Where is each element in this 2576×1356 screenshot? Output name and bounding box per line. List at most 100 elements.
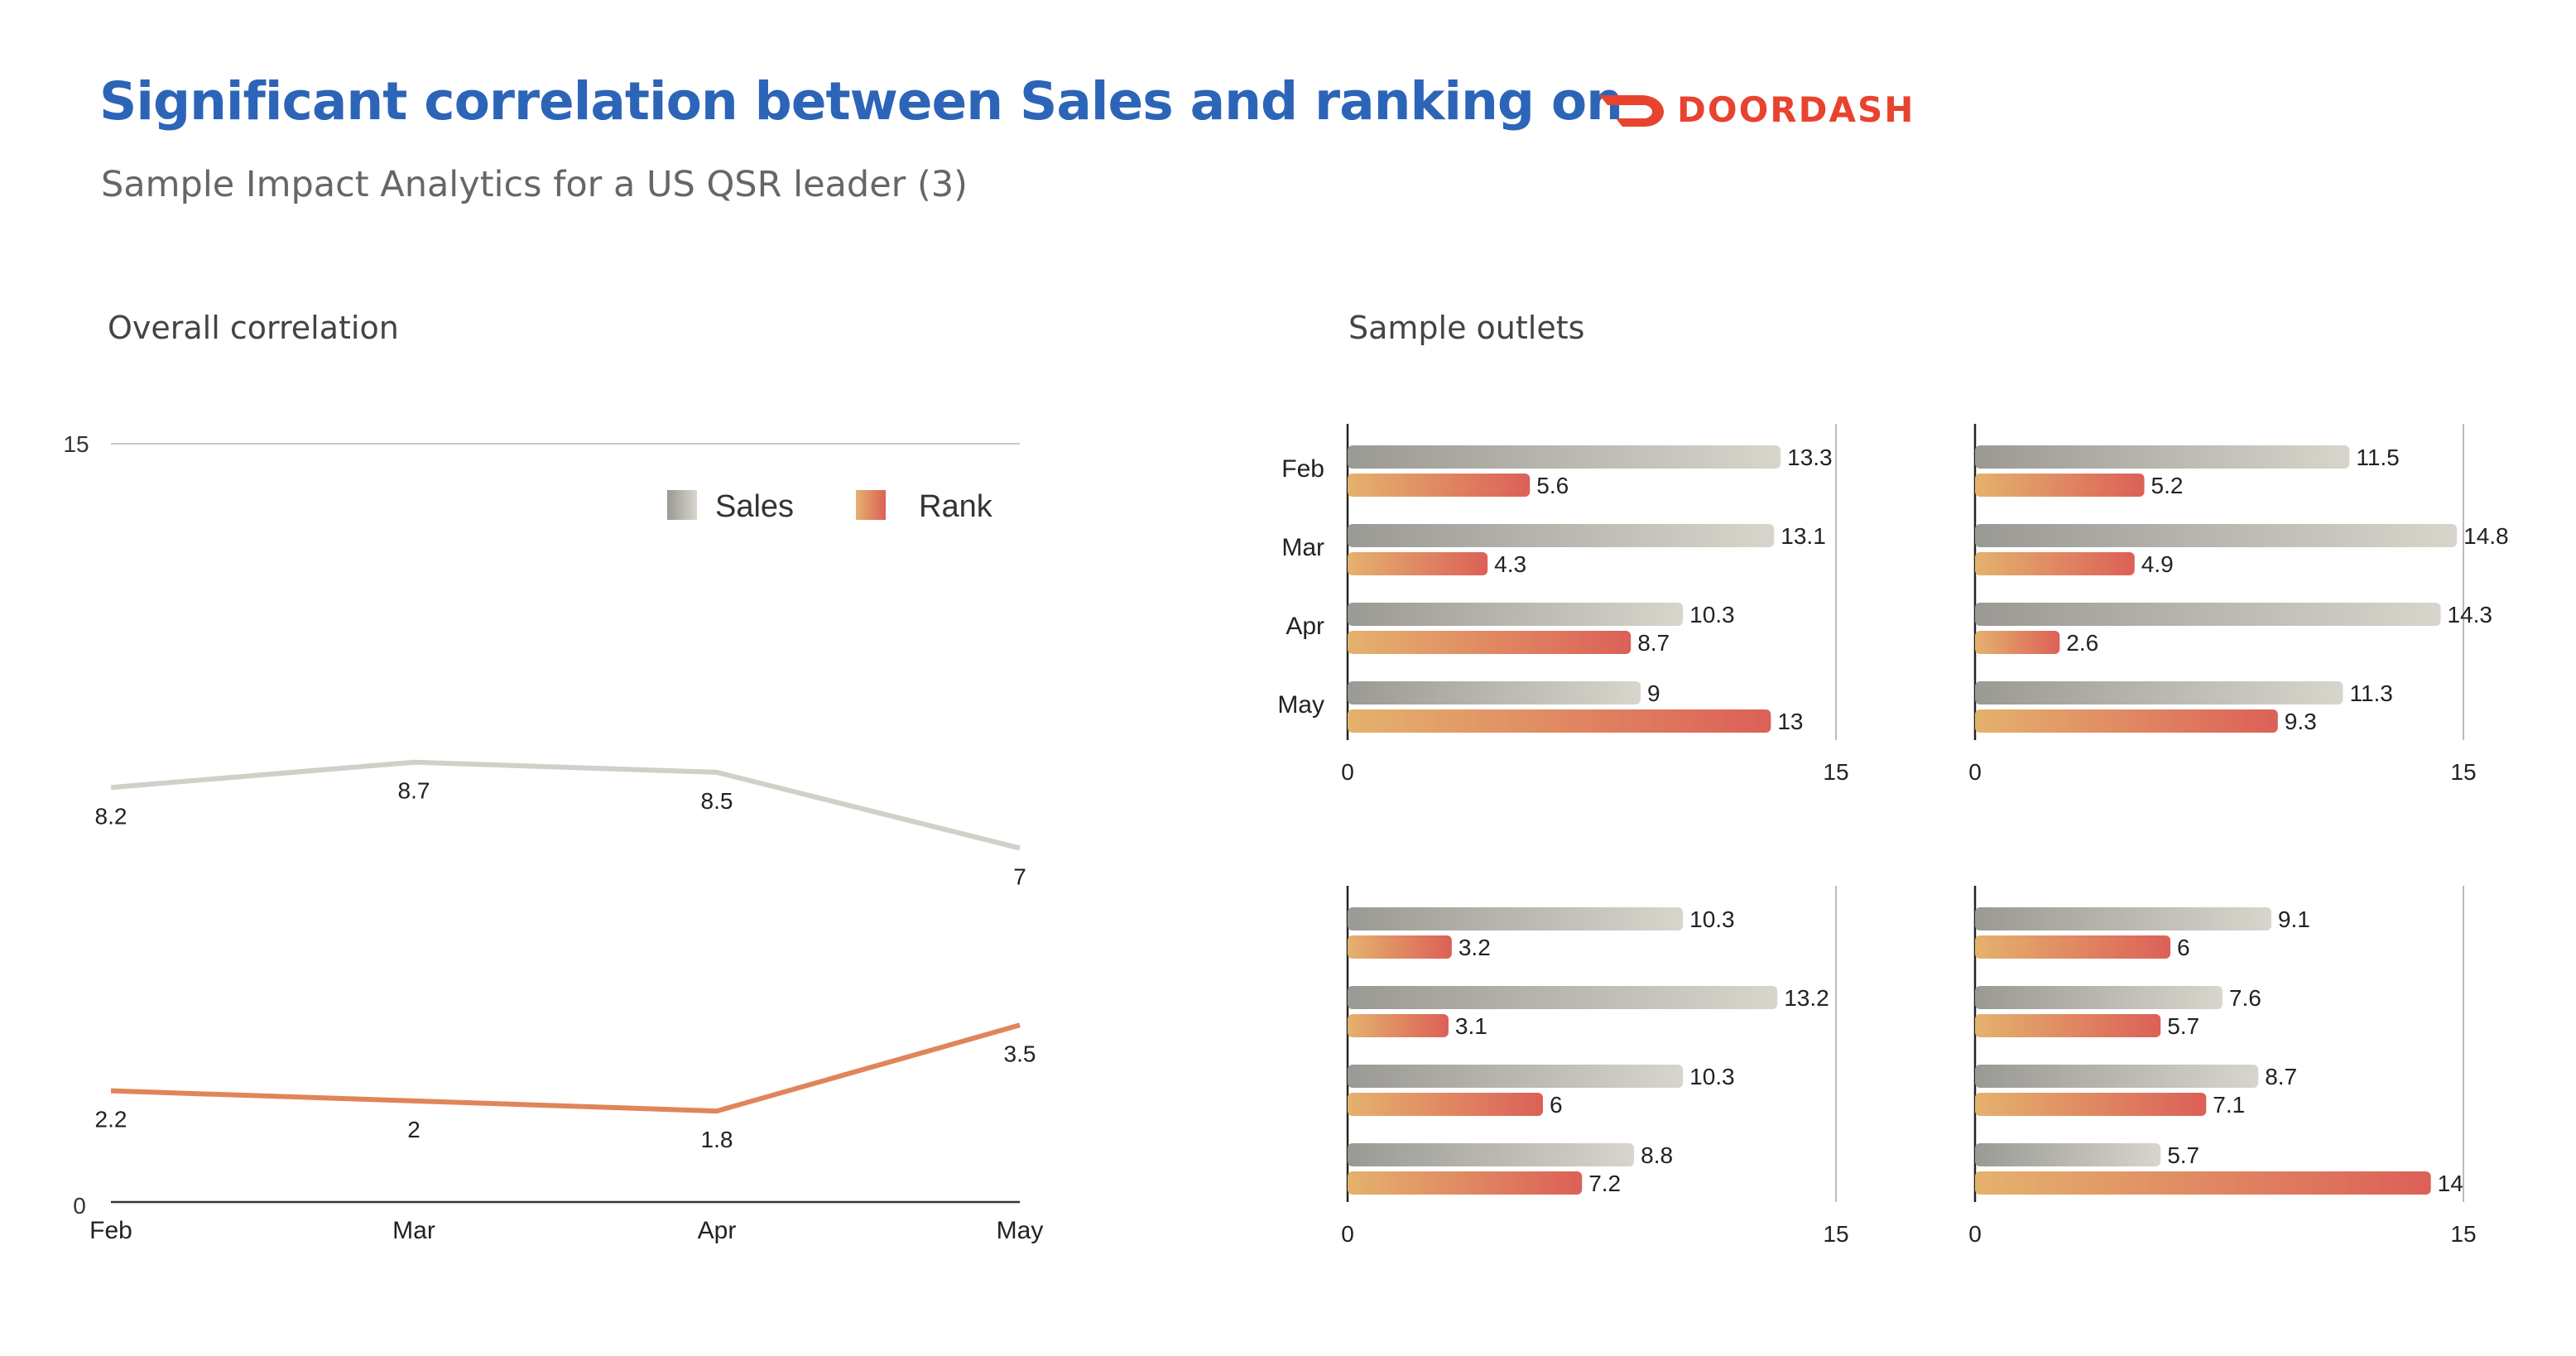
data-label-rank: 1.8 (701, 1127, 733, 1152)
data-label-rank: 2 (407, 1117, 421, 1142)
data-label-sales: 7 (1013, 864, 1026, 890)
bar-rank (1975, 631, 2060, 654)
data-label-sales: 13.1 (1781, 523, 1826, 549)
bar-sales (1348, 524, 1775, 547)
bar-rank (1975, 1093, 2207, 1116)
legend-label-sales: Sales (715, 489, 794, 524)
bar-sales (1348, 445, 1781, 469)
data-label-sales: 9 (1647, 680, 1660, 706)
legend-swatch-rank (856, 490, 886, 520)
data-label-rank: 5.7 (2167, 1013, 2199, 1039)
series-line-rank (110, 1022, 1021, 1114)
bar-rank (1348, 935, 1452, 959)
x-tick-label: 15 (2450, 759, 2476, 785)
data-label-sales: 13.3 (1787, 445, 1833, 470)
data-label-sales: 8.8 (1641, 1142, 1673, 1168)
data-label-sales: 8.7 (2265, 1064, 2297, 1089)
data-label-sales: 8.5 (701, 788, 733, 814)
data-label-rank: 8.7 (1637, 630, 1670, 656)
bar-rank (1348, 1093, 1543, 1116)
data-label-sales: 11.5 (2356, 445, 2399, 470)
category-label: Feb (1281, 455, 1324, 483)
logo-text: DOORDASH (1677, 89, 1915, 130)
x-tick-label: 0 (1341, 759, 1354, 785)
data-label-sales: 9.1 (2278, 906, 2310, 932)
data-label-sales: 10.3 (1689, 602, 1735, 628)
bar-sales (1348, 986, 1778, 1009)
data-label-rank: 3.1 (1455, 1013, 1487, 1039)
bar-sales (1348, 1065, 1684, 1088)
data-label-rank: 3.2 (1459, 935, 1491, 960)
data-label-rank: 14 (2438, 1171, 2463, 1196)
data-label-rank: 13 (1777, 709, 1803, 734)
x-tick-label: Feb (89, 1217, 132, 1244)
data-label-rank: 4.9 (2141, 551, 2174, 577)
y-tick-label: 15 (63, 431, 89, 457)
category-label: May (1277, 691, 1324, 719)
bar-sales (1975, 907, 2271, 930)
y-tick-label: 0 (73, 1193, 86, 1219)
bar-sales (1975, 681, 2343, 704)
data-label-sales: 13.2 (1784, 985, 1829, 1011)
data-label-rank: 7.2 (1588, 1171, 1621, 1196)
data-label-rank: 2.2 (95, 1107, 127, 1132)
data-label-sales: 7.6 (2229, 985, 2261, 1011)
data-label-sales: 5.7 (2167, 1142, 2199, 1168)
bar-rank (1975, 709, 2278, 733)
x-tick-label: Apr (698, 1217, 737, 1244)
data-label-rank: 5.2 (2151, 473, 2184, 498)
bar-rank (1975, 935, 2170, 959)
x-tick-label: 15 (1823, 1221, 1848, 1247)
data-label-rank: 4.3 (1494, 551, 1526, 577)
bar-sales (1348, 907, 1684, 930)
bar-rank (1975, 552, 2135, 575)
x-tick-label: 0 (1968, 1221, 1982, 1247)
bar-rank (1348, 552, 1488, 575)
data-label-sales: 8.2 (95, 803, 127, 829)
x-tick-label: Mar (392, 1217, 435, 1244)
bar-rank (1975, 474, 2145, 497)
data-label-sales: 11.3 (2349, 680, 2392, 706)
bar-rank (1975, 1171, 2431, 1195)
bar-rank (1348, 1014, 1449, 1037)
page-subtitle: Sample Impact Analytics for a US QSR lea… (101, 164, 968, 205)
doordash-logo: DOORDASH (1598, 89, 1915, 130)
legend-label-rank: Rank (919, 489, 993, 524)
legend-swatch-sales (667, 490, 697, 520)
bar-sales (1348, 1143, 1635, 1166)
series-line-sales (110, 759, 1021, 851)
overall-correlation-label: Overall correlation (108, 310, 399, 346)
data-label-rank: 2.6 (2066, 630, 2098, 656)
bar-sales (1348, 603, 1684, 626)
x-tick-label: 15 (1823, 759, 1848, 785)
data-label-rank: 5.6 (1536, 473, 1569, 498)
doordash-icon (1599, 94, 1664, 127)
bar-sales (1975, 524, 2458, 547)
data-label-rank: 9.3 (2285, 709, 2317, 734)
x-tick-label: 0 (1968, 759, 1982, 785)
data-label-rank: 7.1 (2213, 1092, 2245, 1118)
page-title: Significant correlation between Sales an… (99, 71, 1623, 132)
data-label-rank: 6 (2177, 935, 2190, 960)
bar-rank (1348, 474, 1531, 497)
data-label-sales: 8.7 (398, 778, 430, 804)
bar-sales (1975, 986, 2223, 1009)
bar-sales (1975, 445, 2350, 469)
bar-rank (1348, 709, 1771, 733)
bar-sales (1975, 1143, 2161, 1166)
x-tick-label: May (997, 1217, 1044, 1244)
data-label-sales: 14.3 (2447, 602, 2492, 628)
category-label: Mar (1281, 534, 1324, 561)
bar-rank (1348, 631, 1632, 654)
sample-outlets-label: Sample outlets (1348, 310, 1585, 346)
data-label-sales: 10.3 (1689, 1064, 1735, 1089)
data-label-sales: 10.3 (1689, 906, 1735, 932)
bar-rank (1348, 1171, 1583, 1195)
bar-sales (1975, 1065, 2259, 1088)
data-label-rank: 6 (1550, 1092, 1563, 1118)
bar-sales (1348, 681, 1641, 704)
x-tick-label: 15 (2450, 1221, 2476, 1247)
bar-rank (1975, 1014, 2161, 1037)
data-label-sales: 14.8 (2463, 523, 2509, 549)
